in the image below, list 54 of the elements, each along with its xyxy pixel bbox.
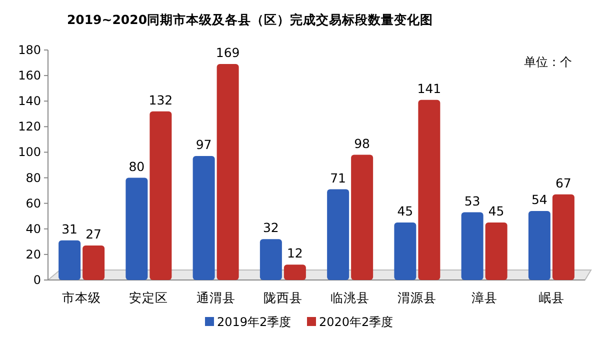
data-label: 54 xyxy=(531,192,548,207)
legend-label: 2019年2季度 xyxy=(217,315,292,329)
y-tick-label: 60 xyxy=(26,196,41,210)
data-label: 31 xyxy=(62,221,78,236)
bar xyxy=(216,64,239,280)
bar xyxy=(58,240,81,280)
data-label: 53 xyxy=(464,193,480,208)
x-tick-label: 安定区 xyxy=(129,290,168,305)
y-tick-label: 80 xyxy=(26,170,41,185)
data-label: 12 xyxy=(286,246,303,261)
bar xyxy=(260,239,282,280)
bar xyxy=(126,178,148,280)
data-label: 67 xyxy=(555,175,572,190)
chart-title: 2019~2020同期市本级及各县（区）完成交易标段数量变化图 xyxy=(66,12,434,27)
annotation: 单位：个 xyxy=(524,55,572,69)
bar xyxy=(485,222,508,280)
bar xyxy=(552,194,574,280)
bar xyxy=(150,111,172,280)
x-tick-label: 渭源县 xyxy=(398,290,437,305)
x-tick-label: 漳县 xyxy=(471,290,498,305)
bar xyxy=(284,264,306,280)
bar xyxy=(327,189,350,280)
bar xyxy=(192,156,215,280)
legend-label: 2020年2季度 xyxy=(319,315,394,329)
bar xyxy=(82,246,105,280)
data-label: 45 xyxy=(488,204,504,218)
bar xyxy=(528,211,550,280)
x-tick-label: 临洮县 xyxy=(330,290,370,305)
y-tick-label: 20 xyxy=(26,247,41,262)
bar xyxy=(461,212,484,280)
y-tick-label: 40 xyxy=(26,222,41,236)
data-label: 80 xyxy=(128,158,145,174)
data-label: 169 xyxy=(216,45,240,60)
y-tick-label: 180 xyxy=(18,43,41,57)
y-tick-label: 160 xyxy=(18,68,41,83)
x-tick-label: 市本级 xyxy=(62,290,102,305)
y-tick-label: 100 xyxy=(18,145,41,160)
data-label: 45 xyxy=(397,204,414,218)
x-tick-label: 通渭县 xyxy=(196,290,236,305)
data-label: 141 xyxy=(417,80,442,96)
data-label: 98 xyxy=(354,136,370,151)
bar xyxy=(418,100,440,280)
data-label: 132 xyxy=(148,92,173,108)
y-tick-label: 140 xyxy=(18,94,41,108)
data-label: 71 xyxy=(330,170,346,186)
x-tick-label: 陇西县 xyxy=(263,290,302,305)
data-label: 97 xyxy=(196,137,212,152)
data-label: 32 xyxy=(262,220,279,236)
bar xyxy=(394,222,416,280)
y-tick-label: 0 xyxy=(33,273,41,287)
bar xyxy=(351,154,374,280)
x-tick-label: 岷县 xyxy=(538,290,564,305)
y-tick-label: 120 xyxy=(18,120,41,134)
data-label: 27 xyxy=(86,226,102,242)
